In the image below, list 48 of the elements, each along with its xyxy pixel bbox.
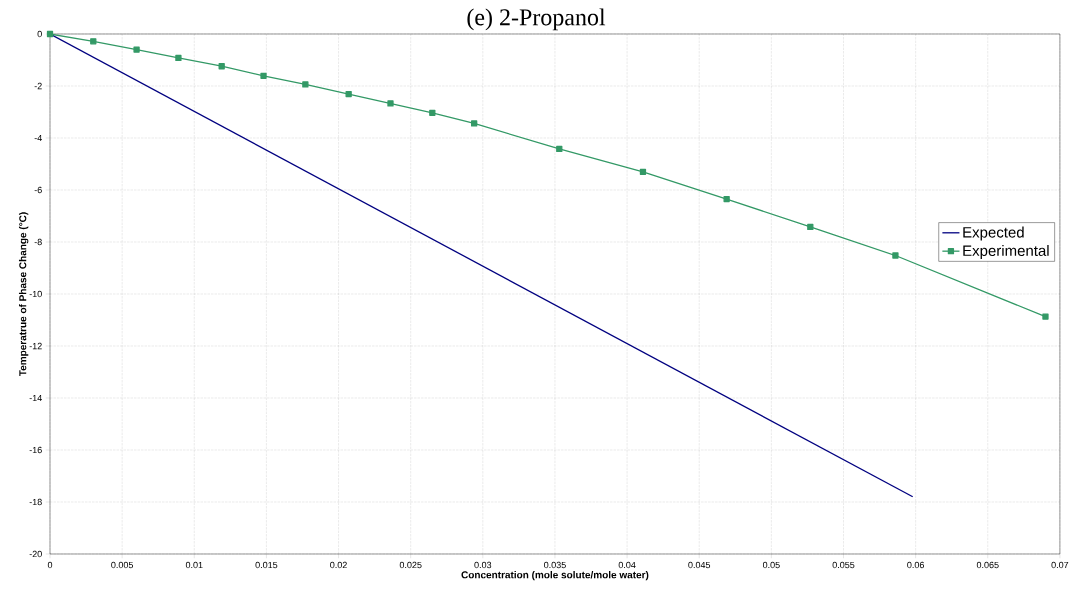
point (387, 100, 394, 107)
point (429, 109, 436, 116)
y-tick-label: -16 (29, 446, 42, 454)
point (175, 54, 182, 62)
point (345, 90, 352, 98)
point (892, 252, 899, 259)
chart-title: (e) 2-Propanol (467, 8, 606, 31)
y-tick-label: -2 (34, 82, 42, 90)
x-tick-label: 0.035 (544, 561, 566, 569)
point (1042, 313, 1049, 320)
point (556, 145, 563, 153)
point (260, 72, 267, 80)
point (302, 81, 309, 88)
point (723, 195, 730, 203)
x-axis-title: Concentration (mole solute/mole water) (461, 571, 649, 581)
point (46, 30, 54, 38)
y-tick-label: -18 (29, 498, 42, 506)
x-tick-label: 0.07 (1051, 561, 1069, 569)
y-tick-label: -20 (29, 550, 42, 558)
legend-label: Expected (963, 226, 1024, 241)
point (807, 223, 814, 231)
point (639, 168, 647, 175)
x-tick-label: 0.025 (399, 561, 422, 569)
point (133, 46, 140, 53)
x-tick-label: 0.065 (976, 561, 999, 569)
x-tick-label: 0.055 (832, 561, 855, 569)
x-tick-label: 0.06 (907, 561, 924, 569)
y-tick-label: -6 (34, 186, 42, 194)
x-tick-label: 0 (47, 561, 53, 569)
x-tick-label: 0.015 (255, 561, 278, 569)
point (90, 38, 97, 45)
point (218, 63, 225, 70)
x-tick-label: 0.02 (330, 561, 347, 569)
x-tick-label: 0.05 (762, 561, 780, 569)
x-tick-label: 0.03 (474, 561, 492, 569)
x-tick-label: 0.04 (618, 561, 636, 569)
x-tick-label: 0.045 (688, 561, 711, 569)
x-tick-label: 0.01 (185, 561, 203, 569)
point (471, 120, 478, 127)
legend-label: Experimental (963, 244, 1049, 259)
y-axis-title: Temperatrue of Phase Change (°C) (18, 212, 29, 377)
y-tick-label: -12 (29, 342, 42, 350)
y-tick-label: -4 (34, 134, 42, 142)
y-tick-label: -10 (29, 290, 42, 298)
y-tick-label: 0 (37, 30, 42, 38)
x-tick-label: 0.005 (111, 561, 134, 569)
y-tick-label: -8 (34, 238, 42, 246)
y-tick-label: -14 (29, 394, 42, 402)
